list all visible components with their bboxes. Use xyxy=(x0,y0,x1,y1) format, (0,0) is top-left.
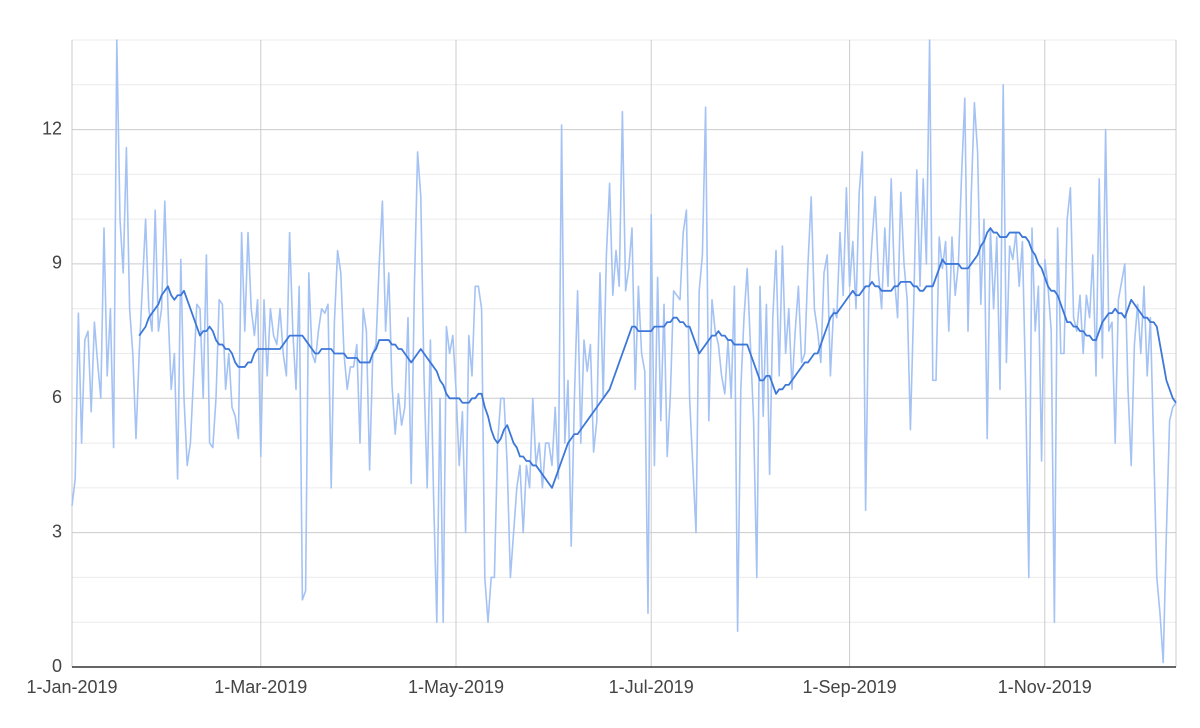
y-tick-label: 3 xyxy=(52,521,62,541)
series-line xyxy=(71,39,1177,664)
x-tick-label: 1-Jan-2019 xyxy=(26,677,117,697)
y-tick-label: 12 xyxy=(42,118,62,138)
x-tick-label: 1-Sep-2019 xyxy=(803,677,897,697)
x-tick-label: 1-Mar-2019 xyxy=(214,677,307,697)
y-tick-label: 9 xyxy=(52,253,62,273)
y-tick-label: 6 xyxy=(52,387,62,407)
x-tick-label: 1-Jul-2019 xyxy=(609,677,694,697)
x-tick-label: 1-May-2019 xyxy=(408,677,504,697)
y-tick-label: 0 xyxy=(52,656,62,676)
x-tick-label: 1-Nov-2019 xyxy=(998,677,1092,697)
series-line xyxy=(138,227,1177,489)
